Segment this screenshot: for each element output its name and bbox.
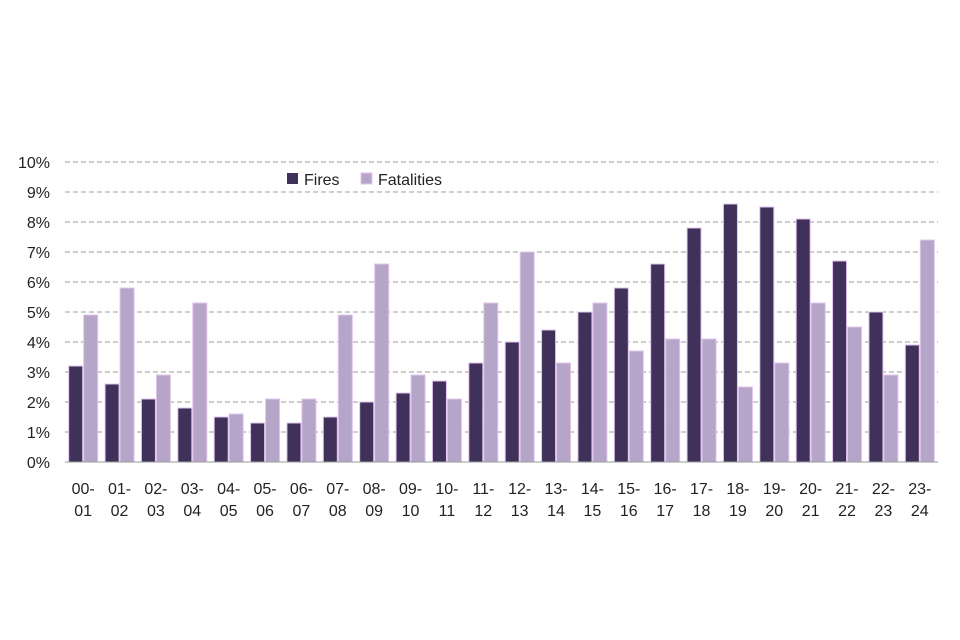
bar-fires xyxy=(577,311,593,463)
y-tick-label: 7% xyxy=(27,245,50,262)
bar-fatalities xyxy=(919,239,935,463)
x-tick-label: 11-12 xyxy=(472,481,494,520)
bar-fires xyxy=(177,407,193,463)
bar-fatalities xyxy=(301,398,317,463)
x-tick-label: 06-07 xyxy=(290,481,313,520)
bar-fires xyxy=(686,227,702,463)
bar-fatalities xyxy=(592,302,608,463)
bar-fatalities xyxy=(483,302,499,463)
bar-fatalities xyxy=(701,338,717,463)
y-tick-label: 5% xyxy=(27,305,50,322)
bar-fatalities xyxy=(119,287,135,463)
bar-fatalities xyxy=(665,338,681,463)
x-tick-label: 20-21 xyxy=(799,481,822,520)
bar-fires xyxy=(68,365,84,463)
bar-fires xyxy=(722,203,738,463)
bar-fatalities xyxy=(265,398,281,463)
x-tick-label: 15-16 xyxy=(617,481,640,520)
bar-fatalities xyxy=(883,374,899,463)
bar-fatalities xyxy=(192,302,208,463)
bar-fatalities xyxy=(228,413,244,463)
bar-fatalities xyxy=(519,251,535,463)
bar-fatalities xyxy=(446,398,462,463)
bar-fires xyxy=(468,362,484,463)
bar-fires xyxy=(286,422,302,463)
bar-fatalities xyxy=(374,263,390,463)
bar-fatalities xyxy=(628,350,644,463)
y-tick-label: 8% xyxy=(27,215,50,232)
x-tick-label: 23-24 xyxy=(908,481,931,520)
x-tick-label: 17-18 xyxy=(690,481,713,520)
x-tick-label: 08-09 xyxy=(363,481,386,520)
x-tick-label: 13-14 xyxy=(545,481,568,520)
x-tick-label: 21-22 xyxy=(836,481,859,520)
x-tick-label: 16-17 xyxy=(654,481,677,520)
bar-fatalities xyxy=(337,314,353,463)
legend-swatch-fires xyxy=(287,173,298,184)
bar-fires xyxy=(832,260,848,463)
bar-fires xyxy=(359,401,375,463)
y-axis: 0% 1% 2% 3% 4% 5% 6% 7% 8% 9% 10% xyxy=(18,155,50,472)
bar-fires xyxy=(795,218,811,463)
bar-fires xyxy=(759,206,775,463)
x-tick-label: 03-04 xyxy=(181,481,204,520)
bar-fires xyxy=(322,416,338,463)
bar-fatalities xyxy=(810,302,826,463)
legend-label-fires: Fires xyxy=(304,172,340,189)
y-tick-label: 10% xyxy=(18,155,50,172)
bar-fires xyxy=(395,392,411,463)
bars xyxy=(68,203,935,463)
y-tick-label: 2% xyxy=(27,395,50,412)
bar-fires xyxy=(504,341,520,463)
x-tick-label: 07-08 xyxy=(326,481,349,520)
bar-fires xyxy=(868,311,884,463)
bar-fires xyxy=(541,329,557,463)
x-tick-label: 04-05 xyxy=(217,481,240,520)
bar-fires xyxy=(104,383,120,463)
bar-fatalities xyxy=(737,386,753,463)
y-tick-label: 3% xyxy=(27,365,50,382)
bar-fatalities xyxy=(774,362,790,463)
bar-fatalities xyxy=(847,326,863,463)
bar-fires xyxy=(613,287,629,463)
bar-fires xyxy=(213,416,229,463)
y-tick-label: 1% xyxy=(27,425,50,442)
y-tick-label: 4% xyxy=(27,335,50,352)
bar-fatalities xyxy=(556,362,572,463)
x-tick-label: 19-20 xyxy=(763,481,786,520)
legend: Fires Fatalities xyxy=(287,172,442,189)
bar-fires xyxy=(431,380,447,463)
x-axis: 00-01 01-02 02-03 03-04 04-05 05-06 06-07 07-08… xyxy=(65,461,938,520)
bar-fires xyxy=(250,422,266,463)
y-tick-label: 0% xyxy=(27,455,50,472)
gridlines xyxy=(65,161,938,433)
x-tick-label: 12-13 xyxy=(508,481,531,520)
x-tick-label: 05-06 xyxy=(254,481,277,520)
y-tick-label: 9% xyxy=(27,185,50,202)
x-tick-label: 00-01 xyxy=(72,481,95,520)
bar-fatalities xyxy=(155,374,171,463)
bar-fires xyxy=(140,398,156,463)
x-tick-label: 10-11 xyxy=(435,481,458,520)
x-tick-label: 02-03 xyxy=(144,481,167,520)
x-tick-label: 22-23 xyxy=(872,481,895,520)
bar-fires xyxy=(650,263,666,463)
legend-label-fatalities: Fatalities xyxy=(378,172,442,189)
x-tick-label: 14-15 xyxy=(581,481,604,520)
legend-swatch-fatalities xyxy=(360,172,373,185)
bar-fires xyxy=(904,344,920,463)
x-tick-label: 01-02 xyxy=(108,481,131,520)
x-tick-label: 09-10 xyxy=(399,481,422,520)
bar-fatalities xyxy=(410,374,426,463)
y-tick-label: 6% xyxy=(27,275,50,292)
x-tick-label: 18-19 xyxy=(726,481,749,520)
bar-fatalities xyxy=(83,314,99,463)
